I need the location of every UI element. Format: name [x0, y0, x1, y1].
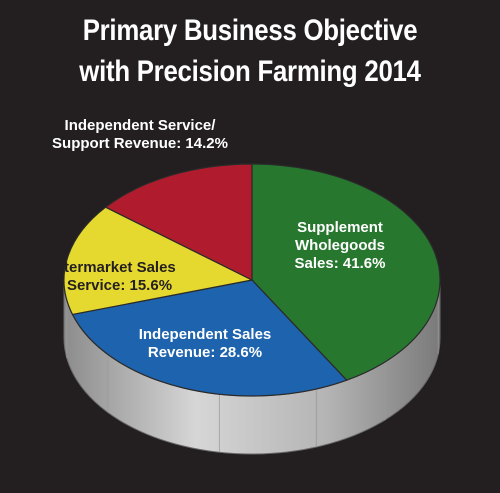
pie-slice-1 [71, 279, 348, 397]
slice-label-3-line-1: Support Revenue: 14.2% [52, 135, 228, 152]
slice-label-1: Independent Sales Revenue: 28.6% [139, 326, 272, 361]
pie-slice-0 [251, 163, 441, 381]
slice-label-0-line-0: Supplement [297, 219, 383, 236]
chart-title-line-2: with Precision Farming 2014 [79, 55, 421, 88]
slice-label-2-line-1: & Service: 15.6% [52, 277, 172, 294]
slice-label-0-line-2: Sales: 41.6% [295, 255, 386, 272]
slice-label-0-line-1: Wholegoods [295, 237, 385, 254]
slice-label-2-line-0: Aftermarket Sales [48, 259, 176, 276]
slice-label-0: Supplement Wholegoods Sales: 41.6% [295, 219, 386, 272]
chart-title-line-1: Primary Business Objective [82, 14, 418, 47]
slice-label-1-line-0: Independent Sales [139, 326, 272, 343]
slice-label-3-line-0: Independent Service/ [65, 117, 217, 134]
slice-label-3: Independent Service/Support Revenue: 14.… [52, 117, 228, 152]
slice-label-2: Aftermarket Sales & Service: 15.6% [48, 259, 176, 294]
pie-slice-3 [104, 163, 253, 281]
slice-label-1-line-1: Revenue: 28.6% [148, 344, 262, 361]
pie-slice-2 [63, 206, 254, 316]
